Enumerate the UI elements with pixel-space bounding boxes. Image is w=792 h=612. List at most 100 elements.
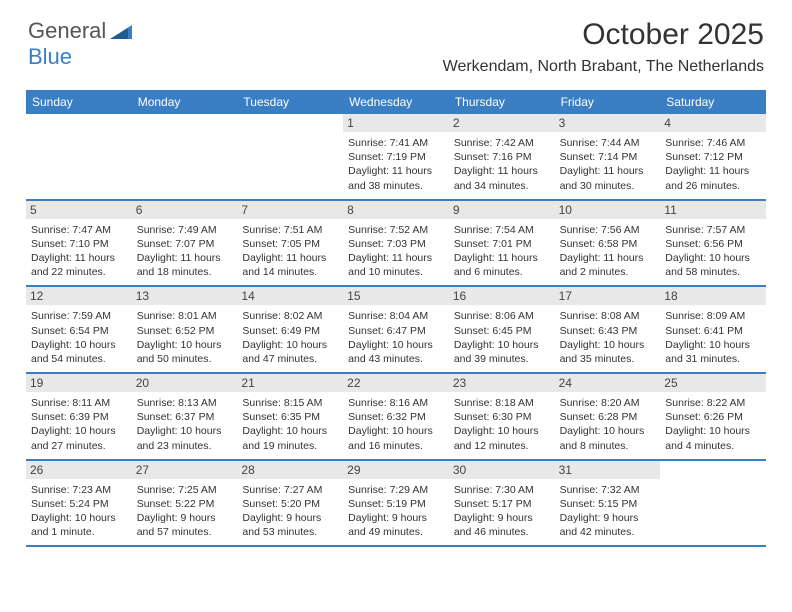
day-details: Sunrise: 8:18 AMSunset: 6:30 PMDaylight:… [454, 396, 551, 453]
day-cell: 7Sunrise: 7:51 AMSunset: 7:05 PMDaylight… [237, 201, 343, 286]
day-cell: 10 Sunrise: 7:56 AMSunset: 6:58 PMDayligh… [555, 201, 661, 286]
day-cell: 5 Sunrise: 7:47 AMSunset: 7:10 PMDaylight… [26, 201, 132, 286]
day-details: Sunrise: 8:09 AMSunset: 6:41 PMDaylight:… [665, 309, 762, 366]
brand-logo: General [28, 18, 134, 44]
day-header: Monday [132, 90, 238, 114]
day-details: Sunrise: 8:06 AMSunset: 6:45 PMDaylight:… [454, 309, 551, 366]
day-cell: 14 Sunrise: 8:02 AMSunset: 6:49 PMDayligh… [237, 287, 343, 372]
day-cell: 31 Sunrise: 7:32 AMSunset: 5:15 PMDayligh… [555, 461, 661, 546]
day-cell: 29 Sunrise: 7:29 AMSunset: 5:19 PMDayligh… [343, 461, 449, 546]
day-details: Sunrise: 7:51 AMSunset: 7:05 PMDaylight:… [242, 223, 339, 280]
day-number: 19 [26, 374, 132, 392]
header: General October 2025 Werkendam, North Br… [0, 0, 792, 80]
day-number: 8 [343, 201, 449, 219]
day-details: Sunrise: 7:30 AMSunset: 5:17 PMDaylight:… [454, 483, 551, 540]
day-number: 29 [343, 461, 449, 479]
empty-cell [26, 114, 132, 199]
calendar: SundayMondayTuesdayWednesdayThursdayFrid… [26, 90, 766, 547]
day-cell: 20 Sunrise: 8:13 AMSunset: 6:37 PMDayligh… [132, 374, 238, 459]
day-cell: 28 Sunrise: 7:27 AMSunset: 5:20 PMDayligh… [237, 461, 343, 546]
day-number: 30 [449, 461, 555, 479]
day-cell: 12 Sunrise: 7:59 AMSunset: 6:54 PMDayligh… [26, 287, 132, 372]
day-header: Thursday [449, 90, 555, 114]
day-cell: 23 Sunrise: 8:18 AMSunset: 6:30 PMDayligh… [449, 374, 555, 459]
day-cell: 19 Sunrise: 8:11 AMSunset: 6:39 PMDayligh… [26, 374, 132, 459]
day-details: Sunrise: 8:11 AMSunset: 6:39 PMDaylight:… [31, 396, 128, 453]
week-row: 5 Sunrise: 7:47 AMSunset: 7:10 PMDaylight… [26, 201, 766, 288]
day-number: 20 [132, 374, 238, 392]
week-row: 26Sunrise: 7:23 AMSunset: 5:24 PMDayligh… [26, 461, 766, 548]
day-cell: 9 Sunrise: 7:54 AMSunset: 7:01 PMDaylight… [449, 201, 555, 286]
day-details: Sunrise: 7:44 AMSunset: 7:14 PMDaylight:… [560, 136, 657, 193]
day-cell: 17 Sunrise: 8:08 AMSunset: 6:43 PMDayligh… [555, 287, 661, 372]
weeks-container: 1Sunrise: 7:41 AMSunset: 7:19 PMDaylight… [26, 114, 766, 547]
day-details: Sunrise: 7:47 AMSunset: 7:10 PMDaylight:… [31, 223, 128, 280]
day-details: Sunrise: 8:02 AMSunset: 6:49 PMDaylight:… [242, 309, 339, 366]
day-details: Sunrise: 7:56 AMSunset: 6:58 PMDaylight:… [560, 223, 657, 280]
day-header: Sunday [26, 90, 132, 114]
day-details: Sunrise: 8:08 AMSunset: 6:43 PMDaylight:… [560, 309, 657, 366]
month-title: October 2025 [443, 18, 764, 52]
location-text: Werkendam, North Brabant, The Netherland… [443, 58, 764, 76]
day-cell: 13 Sunrise: 8:01 AMSunset: 6:52 PMDayligh… [132, 287, 238, 372]
day-number: 3 [555, 114, 661, 132]
day-cell: 3 Sunrise: 7:44 AMSunset: 7:14 PMDaylight… [555, 114, 661, 199]
day-cell: 30 Sunrise: 7:30 AMSunset: 5:17 PMDayligh… [449, 461, 555, 546]
day-details: Sunrise: 8:22 AMSunset: 6:26 PMDaylight:… [665, 396, 762, 453]
day-details: Sunrise: 7:41 AMSunset: 7:19 PMDaylight:… [348, 136, 445, 193]
day-cell: 22 Sunrise: 8:16 AMSunset: 6:32 PMDayligh… [343, 374, 449, 459]
day-cell: 26Sunrise: 7:23 AMSunset: 5:24 PMDayligh… [26, 461, 132, 546]
day-number: 22 [343, 374, 449, 392]
day-number: 24 [555, 374, 661, 392]
day-details: Sunrise: 7:23 AMSunset: 5:24 PMDaylight:… [31, 483, 128, 540]
day-details: Sunrise: 8:15 AMSunset: 6:35 PMDaylight:… [242, 396, 339, 453]
day-number: 15 [343, 287, 449, 305]
day-details: Sunrise: 7:32 AMSunset: 5:15 PMDaylight:… [560, 483, 657, 540]
day-cell: 4Sunrise: 7:46 AMSunset: 7:12 PMDaylight… [660, 114, 766, 199]
day-details: Sunrise: 7:52 AMSunset: 7:03 PMDaylight:… [348, 223, 445, 280]
day-number: 12 [26, 287, 132, 305]
day-cell: 1Sunrise: 7:41 AMSunset: 7:19 PMDaylight… [343, 114, 449, 199]
day-number: 10 [555, 201, 661, 219]
day-number: 14 [237, 287, 343, 305]
day-header: Wednesday [343, 90, 449, 114]
day-cell: 6Sunrise: 7:49 AMSunset: 7:07 PMDaylight… [132, 201, 238, 286]
day-cell: 15Sunrise: 8:04 AMSunset: 6:47 PMDayligh… [343, 287, 449, 372]
day-details: Sunrise: 7:49 AMSunset: 7:07 PMDaylight:… [137, 223, 234, 280]
day-number: 4 [660, 114, 766, 132]
day-number: 5 [26, 201, 132, 219]
day-details: Sunrise: 7:25 AMSunset: 5:22 PMDaylight:… [137, 483, 234, 540]
brand-part1: General [28, 18, 106, 44]
day-header: Saturday [660, 90, 766, 114]
day-number: 21 [237, 374, 343, 392]
brand-triangle-icon [110, 23, 132, 39]
day-cell: 2Sunrise: 7:42 AMSunset: 7:16 PMDaylight… [449, 114, 555, 199]
day-details: Sunrise: 8:16 AMSunset: 6:32 PMDaylight:… [348, 396, 445, 453]
brand-part2: Blue [28, 44, 72, 70]
empty-cell [237, 114, 343, 199]
day-details: Sunrise: 8:01 AMSunset: 6:52 PMDaylight:… [137, 309, 234, 366]
day-details: Sunrise: 7:59 AMSunset: 6:54 PMDaylight:… [31, 309, 128, 366]
day-number: 18 [660, 287, 766, 305]
day-cell: 8 Sunrise: 7:52 AMSunset: 7:03 PMDaylight… [343, 201, 449, 286]
week-row: 1Sunrise: 7:41 AMSunset: 7:19 PMDaylight… [26, 114, 766, 201]
day-number: 28 [237, 461, 343, 479]
day-number: 25 [660, 374, 766, 392]
day-details: Sunrise: 8:20 AMSunset: 6:28 PMDaylight:… [560, 396, 657, 453]
day-details: Sunrise: 7:54 AMSunset: 7:01 PMDaylight:… [454, 223, 551, 280]
week-row: 19 Sunrise: 8:11 AMSunset: 6:39 PMDayligh… [26, 374, 766, 461]
day-details: Sunrise: 7:29 AMSunset: 5:19 PMDaylight:… [348, 483, 445, 540]
day-number: 9 [449, 201, 555, 219]
day-cell: 16Sunrise: 8:06 AMSunset: 6:45 PMDayligh… [449, 287, 555, 372]
day-cell: 18 Sunrise: 8:09 AMSunset: 6:41 PMDayligh… [660, 287, 766, 372]
day-details: Sunrise: 7:27 AMSunset: 5:20 PMDaylight:… [242, 483, 339, 540]
day-cell: 27Sunrise: 7:25 AMSunset: 5:22 PMDayligh… [132, 461, 238, 546]
day-cell: 24 Sunrise: 8:20 AMSunset: 6:28 PMDayligh… [555, 374, 661, 459]
day-header: Tuesday [237, 90, 343, 114]
day-number: 31 [555, 461, 661, 479]
day-number: 17 [555, 287, 661, 305]
day-details: Sunrise: 8:13 AMSunset: 6:37 PMDaylight:… [137, 396, 234, 453]
day-number: 2 [449, 114, 555, 132]
day-number: 13 [132, 287, 238, 305]
day-number: 23 [449, 374, 555, 392]
